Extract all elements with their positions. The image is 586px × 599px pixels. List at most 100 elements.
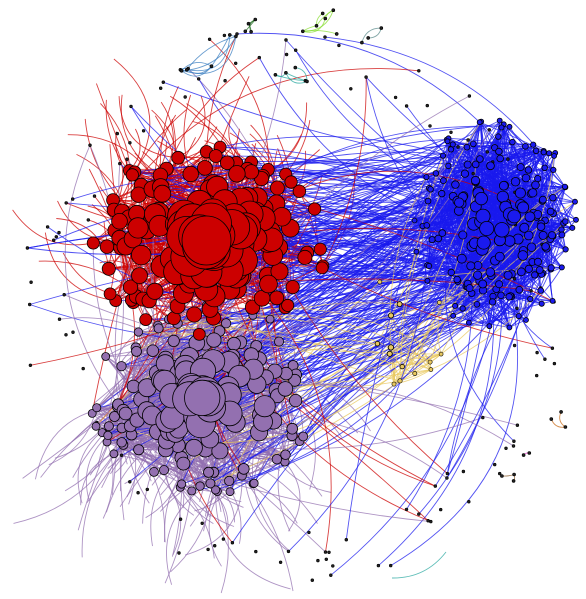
blue-community-node	[470, 175, 481, 186]
graph-edge	[179, 486, 215, 559]
peripheral-node	[504, 446, 508, 450]
purple-community-node	[91, 421, 101, 431]
blue-community-node	[476, 119, 483, 126]
purple-community-node	[288, 393, 303, 408]
yellow-community-node	[436, 300, 442, 305]
blue-community-node	[562, 218, 569, 225]
blue-community-node	[454, 197, 465, 208]
graph-edge	[138, 280, 459, 349]
graph-edge	[13, 453, 115, 524]
purple-community-node	[176, 456, 191, 471]
blue-community-node	[506, 123, 513, 130]
peripheral-node	[159, 86, 163, 90]
peripheral-node	[118, 161, 122, 166]
graph-edge	[215, 155, 444, 182]
purple-community-node	[273, 336, 284, 347]
purple-community-node	[277, 381, 294, 397]
peripheral-node	[294, 48, 298, 52]
peripheral-node	[417, 69, 421, 73]
peripheral-node	[284, 38, 288, 42]
blue-community-node	[447, 146, 455, 153]
red-community-node	[313, 242, 327, 256]
peripheral-node	[28, 302, 32, 307]
graph-edge	[501, 474, 515, 477]
red-community-node	[297, 249, 313, 265]
peripheral-node	[128, 141, 132, 145]
component-node	[209, 64, 214, 68]
purple-community-node	[92, 403, 102, 413]
blue-community-node	[546, 207, 555, 216]
yellow-community-node	[397, 378, 403, 384]
peripheral-node	[125, 157, 129, 161]
graph-edge	[295, 67, 308, 82]
graph-edge	[415, 146, 459, 252]
component-node	[379, 26, 384, 30]
component-node	[320, 11, 325, 16]
purple-community-node	[206, 332, 222, 348]
blue-community-node	[498, 124, 505, 131]
graph-edge	[253, 483, 298, 524]
purple-community-node	[195, 481, 205, 491]
peripheral-node	[327, 550, 331, 554]
graph-edge	[399, 191, 479, 382]
purple-community-node	[116, 361, 127, 372]
graph-edge	[34, 406, 118, 480]
blue-community-node	[445, 162, 452, 170]
blue-community-node	[504, 235, 516, 247]
blue-community-node	[413, 248, 420, 255]
peripheral-node	[141, 129, 146, 133]
peripheral-node	[45, 225, 50, 229]
red-community-node	[197, 160, 213, 176]
purple-community-node	[149, 466, 159, 477]
graph-edge	[390, 251, 417, 316]
peripheral-node	[433, 484, 437, 488]
red-community-node	[171, 150, 185, 165]
graph-edge	[288, 201, 429, 552]
graph-edge	[93, 350, 154, 404]
blue-community-node	[488, 298, 497, 306]
blue-community-node	[537, 287, 544, 294]
peripheral-node	[498, 471, 502, 476]
graph-edge	[12, 209, 94, 246]
blue-community-node	[438, 229, 447, 237]
peripheral-node	[417, 512, 421, 516]
blue-community-node	[450, 312, 457, 319]
blue-community-node	[572, 198, 578, 205]
yellow-community-node	[374, 341, 381, 347]
red-community-node	[284, 175, 298, 189]
red-community-node	[315, 261, 329, 275]
graph-edge	[550, 418, 566, 428]
peripheral-node	[64, 333, 68, 337]
red-community-node	[86, 236, 100, 250]
blue-community-node	[517, 201, 530, 214]
blue-community-node	[561, 183, 568, 190]
blue-community-node	[530, 141, 537, 148]
component-node	[246, 21, 251, 26]
component-node	[305, 79, 309, 84]
purple-community-node	[211, 485, 221, 495]
peripheral-node	[466, 138, 470, 142]
peripheral-node	[461, 469, 466, 474]
graph-edge	[64, 145, 119, 405]
peripheral-node	[428, 124, 432, 128]
blue-community-node	[536, 222, 546, 232]
peripheral-node	[136, 491, 140, 495]
graph-edge	[321, 77, 367, 269]
graph-edge	[166, 483, 211, 585]
blue-community-node	[515, 313, 522, 320]
blue-community-node	[478, 279, 488, 289]
graph-edge	[186, 103, 258, 199]
peripheral-node	[404, 507, 409, 512]
peripheral-node	[177, 551, 181, 555]
peripheral-node	[529, 289, 533, 293]
graph-edge	[177, 95, 206, 159]
peripheral-node	[331, 564, 335, 568]
peripheral-node	[234, 61, 238, 65]
blue-community-node	[476, 155, 484, 163]
graph-edge	[330, 284, 500, 576]
peripheral-node	[178, 517, 183, 521]
blue-community-node	[494, 222, 510, 238]
peripheral-node	[323, 35, 327, 39]
purple-community-node	[298, 431, 309, 442]
peripheral-node	[278, 560, 283, 564]
